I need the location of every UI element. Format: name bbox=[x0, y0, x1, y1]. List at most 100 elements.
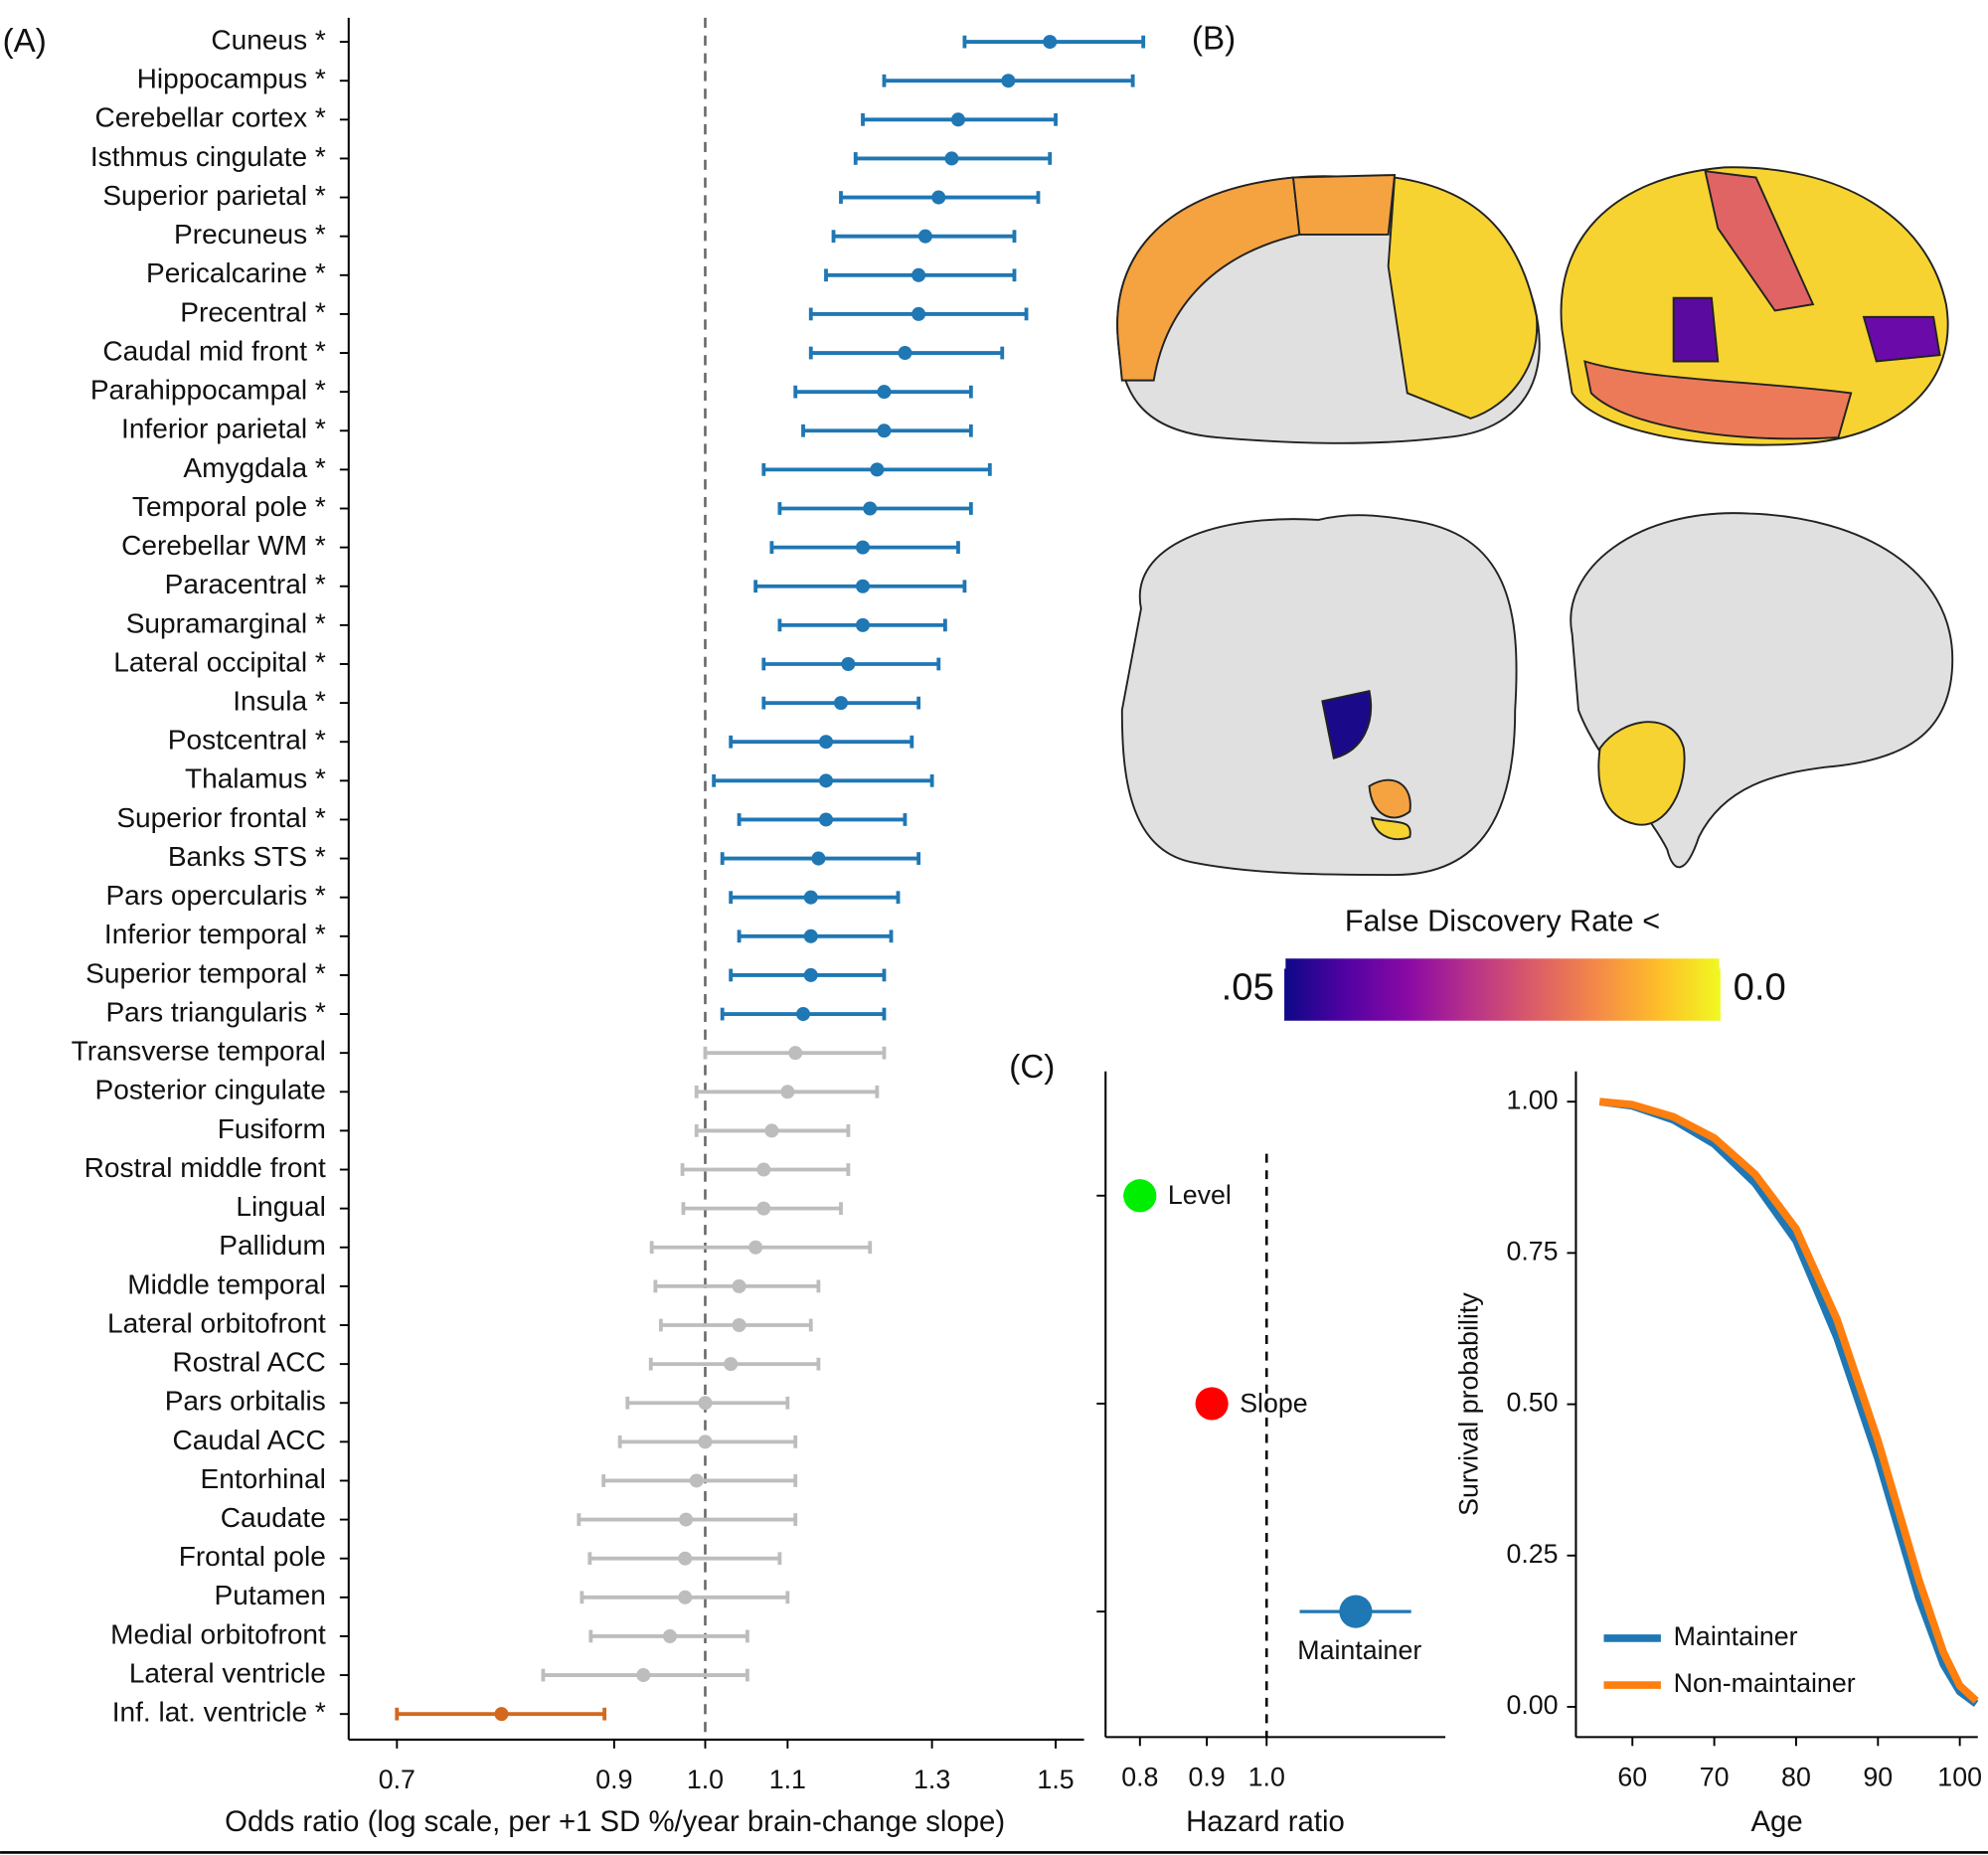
point bbox=[931, 190, 946, 205]
y-tick-label: Superior parietal * bbox=[102, 180, 326, 211]
y-tick-label: Insula * bbox=[233, 686, 326, 717]
point bbox=[1001, 74, 1016, 88]
y-tick-label: Precentral * bbox=[180, 296, 326, 327]
point bbox=[698, 1396, 713, 1411]
point bbox=[818, 812, 834, 827]
point bbox=[1339, 1595, 1373, 1628]
y-tick-label: Postcentral * bbox=[168, 725, 326, 756]
colorbar-tick-label: .05 bbox=[1222, 966, 1274, 1009]
y-tick-label: Pars orbitalis bbox=[165, 1386, 326, 1417]
y-tick-label: Rostral middle front bbox=[84, 1152, 326, 1183]
point bbox=[855, 579, 871, 593]
colorbar-tick-label: 0.0 bbox=[1734, 966, 1786, 1009]
panel-label: (B) bbox=[1192, 21, 1236, 58]
x-tick-label: 1.1 bbox=[769, 1765, 806, 1794]
y-tick-label: Lateral orbitofront bbox=[107, 1307, 326, 1338]
y-tick-label: Transverse temporal bbox=[72, 1036, 326, 1067]
y-tick-label: Superior frontal * bbox=[116, 802, 326, 833]
point bbox=[877, 423, 892, 438]
point bbox=[796, 1007, 811, 1022]
panel-label: (C) bbox=[1009, 1049, 1055, 1086]
point bbox=[678, 1590, 693, 1604]
point bbox=[1123, 1179, 1157, 1213]
y-tick-label: Thalamus * bbox=[185, 763, 326, 794]
legend-label: Non-maintainer bbox=[1674, 1668, 1856, 1698]
y-tick-label: Cerebellar cortex * bbox=[95, 102, 326, 133]
y-tick-label: Rostral ACC bbox=[173, 1347, 326, 1378]
point bbox=[764, 1123, 779, 1138]
panel-label: (A) bbox=[3, 23, 47, 60]
y-tick-label: Hippocampus * bbox=[137, 64, 326, 94]
y-tick-label: Pars triangularis * bbox=[105, 996, 325, 1027]
y-tick-label: Posterior cingulate bbox=[95, 1075, 326, 1105]
point bbox=[855, 617, 871, 632]
point bbox=[732, 1278, 746, 1293]
point bbox=[818, 735, 834, 750]
point bbox=[911, 306, 926, 321]
region bbox=[1368, 778, 1411, 819]
point-label: Slope bbox=[1240, 1388, 1307, 1418]
y-tick-label: Pallidum bbox=[219, 1230, 326, 1261]
colorbar bbox=[1284, 958, 1721, 1021]
y-tick-label: Caudate bbox=[221, 1502, 326, 1533]
x-tick-label: 90 bbox=[1863, 1763, 1893, 1792]
x-tick-label: 1.3 bbox=[913, 1765, 950, 1794]
point bbox=[811, 851, 826, 866]
y-tick-label: Inferior temporal * bbox=[104, 919, 326, 949]
y-tick-label: 0.00 bbox=[1506, 1690, 1558, 1720]
region bbox=[1321, 689, 1373, 759]
y-tick-label: Putamen bbox=[215, 1580, 326, 1610]
point bbox=[944, 151, 959, 166]
point bbox=[756, 1201, 771, 1216]
legend-label: Maintainer bbox=[1674, 1621, 1798, 1651]
point bbox=[917, 229, 932, 244]
y-tick-label: Caudal ACC bbox=[172, 1425, 325, 1455]
y-tick-label: Precuneus * bbox=[174, 219, 326, 250]
x-axis-label: Hazard ratio bbox=[1186, 1805, 1345, 1838]
x-tick-label: 1.0 bbox=[687, 1765, 724, 1794]
point bbox=[748, 1240, 763, 1255]
y-tick-label: Lateral occipital * bbox=[113, 646, 326, 677]
y-tick-label: Entorhinal bbox=[201, 1463, 326, 1494]
point bbox=[841, 656, 856, 671]
point bbox=[833, 696, 849, 711]
brain-illustrations bbox=[1116, 166, 1954, 877]
x-tick-label: 70 bbox=[1700, 1763, 1730, 1792]
point bbox=[788, 1046, 803, 1061]
y-tick-label: Isthmus cingulate * bbox=[90, 141, 326, 172]
point bbox=[756, 1162, 771, 1177]
colorbar-title: False Discovery Rate < bbox=[1345, 905, 1660, 938]
y-tick-label: Superior temporal * bbox=[85, 957, 326, 988]
y-tick-label: Middle temporal bbox=[127, 1268, 326, 1299]
point bbox=[1043, 35, 1058, 50]
y-tick-label: Lingual bbox=[236, 1191, 325, 1222]
x-tick-label: 0.9 bbox=[1188, 1763, 1225, 1792]
point bbox=[855, 540, 871, 555]
x-tick-label: 100 bbox=[1937, 1763, 1982, 1792]
point bbox=[780, 1085, 795, 1099]
point bbox=[870, 462, 885, 477]
region bbox=[1597, 721, 1686, 826]
point bbox=[950, 112, 965, 127]
region bbox=[1583, 360, 1853, 440]
point bbox=[803, 890, 818, 905]
y-tick-label: Pars opercularis * bbox=[105, 880, 325, 911]
region bbox=[1291, 174, 1397, 236]
point bbox=[911, 267, 926, 282]
point bbox=[662, 1628, 677, 1643]
x-axis-label: Odds ratio (log scale, per +1 SD %/year … bbox=[225, 1805, 1005, 1838]
point-label: Maintainer bbox=[1297, 1635, 1421, 1665]
region bbox=[1862, 315, 1941, 363]
y-tick-label: Fusiform bbox=[218, 1113, 326, 1144]
x-tick-label: 80 bbox=[1781, 1763, 1811, 1792]
y-tick-label: 0.25 bbox=[1506, 1539, 1558, 1569]
y-tick-label: Banks STS * bbox=[168, 841, 326, 872]
point bbox=[803, 928, 818, 943]
point bbox=[724, 1357, 739, 1372]
point bbox=[732, 1317, 746, 1333]
y-tick-label: Cuneus * bbox=[211, 24, 325, 55]
brain-coronal bbox=[1120, 514, 1518, 877]
y-tick-label: Medial orbitofront bbox=[110, 1618, 326, 1649]
region bbox=[1672, 296, 1720, 363]
